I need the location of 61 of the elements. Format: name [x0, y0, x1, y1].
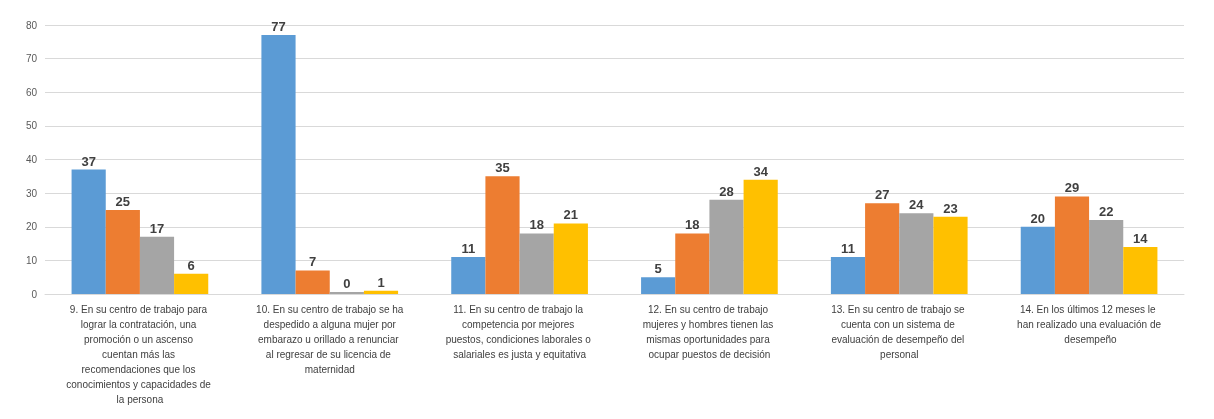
y-tick-label: 40 — [25, 154, 38, 165]
bar — [71, 169, 106, 294]
data-label: 37 — [81, 153, 96, 169]
x-tick-label: 12. En su centro de trabajo mujeres y hombres tienen las mismas oportunidades para ocupar puestos de decisión — [642, 304, 777, 360]
bar — [295, 270, 330, 294]
bar — [1054, 196, 1090, 294]
data-label: 5 — [654, 261, 662, 277]
data-label: 28 — [719, 183, 734, 199]
data-label: 6 — [187, 257, 195, 273]
bar — [519, 233, 554, 294]
bar — [451, 257, 486, 294]
data-label: 14 — [1133, 230, 1149, 246]
data-label: 77 — [271, 19, 286, 35]
y-tick-label: 80 — [25, 19, 38, 31]
data-label: 11 — [841, 241, 855, 257]
y-tick-label: 10 — [25, 254, 38, 266]
bar — [675, 233, 710, 294]
bar — [865, 203, 900, 294]
bar — [105, 209, 140, 294]
data-label: 0 — [343, 276, 351, 291]
data-label: 27 — [874, 187, 890, 203]
y-tick-label: 30 — [25, 187, 38, 199]
data-label: 18 — [529, 217, 544, 233]
data-label: 20 — [1030, 210, 1046, 226]
bar — [641, 277, 676, 294]
bar — [743, 179, 778, 294]
x-tick-label: 9. En su centro de trabajo para lograr la contratación, una promoción o un ascenso cuentan más las recomendaciones que los conocimientos y capacidades de la persona — [66, 304, 214, 405]
data-label: 24 — [909, 197, 925, 213]
data-label: 1 — [377, 274, 385, 290]
data-label: 35 — [495, 160, 510, 176]
x-tick-label: 13. En su centro de trabajo se cuenta con un sistema de evaluación de desempeño del personal — [831, 304, 968, 360]
data-label: 7 — [309, 254, 317, 270]
y-tick-label: 60 — [25, 86, 38, 98]
data-label: 25 — [115, 193, 131, 209]
data-label: 22 — [1098, 204, 1114, 220]
data-label: 17 — [149, 220, 165, 236]
data-label: 11 — [461, 241, 476, 257]
data-label: 21 — [563, 207, 579, 223]
bar — [485, 176, 520, 294]
bar — [1123, 246, 1158, 294]
x-tick-label: 11. En su centro de trabajo la competencia por mejores puestos, condiciones laborales o salariales es justa y equitativa — [445, 304, 594, 360]
y-tick-label: 50 — [25, 120, 38, 132]
bar — [1089, 220, 1124, 294]
bar — [139, 236, 175, 294]
bar — [553, 223, 588, 294]
bar — [261, 35, 296, 294]
y-tick-label: 70 — [25, 53, 38, 65]
bar — [174, 273, 209, 294]
y-tick-label: 0 — [31, 288, 38, 300]
data-label: 29 — [1064, 180, 1080, 196]
data-label: 18 — [685, 217, 700, 233]
bar — [709, 199, 744, 294]
bar — [899, 213, 934, 294]
x-tick-label: 14. En los últimos 12 meses le han realizado una evaluación de desempeño — [1017, 304, 1162, 345]
bar — [933, 216, 968, 294]
x-tick-label: 10. En su centro de trabajo se ha despedido a alguna mujer por embarazo u orillado a renunciar al regresar de su licencia de maternidad — [256, 304, 404, 375]
bar — [1020, 226, 1055, 294]
data-label: 23 — [943, 200, 958, 216]
bar — [830, 257, 866, 294]
data-label: 34 — [753, 163, 769, 179]
y-tick-label: 20 — [25, 221, 38, 233]
